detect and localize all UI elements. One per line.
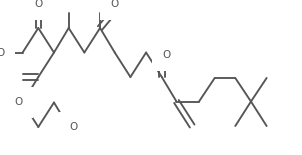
Text: O: O <box>70 122 78 132</box>
Text: O: O <box>111 0 119 9</box>
Text: O: O <box>0 48 5 58</box>
Text: O: O <box>34 0 42 9</box>
Text: O: O <box>163 50 171 60</box>
Text: O: O <box>14 97 23 107</box>
